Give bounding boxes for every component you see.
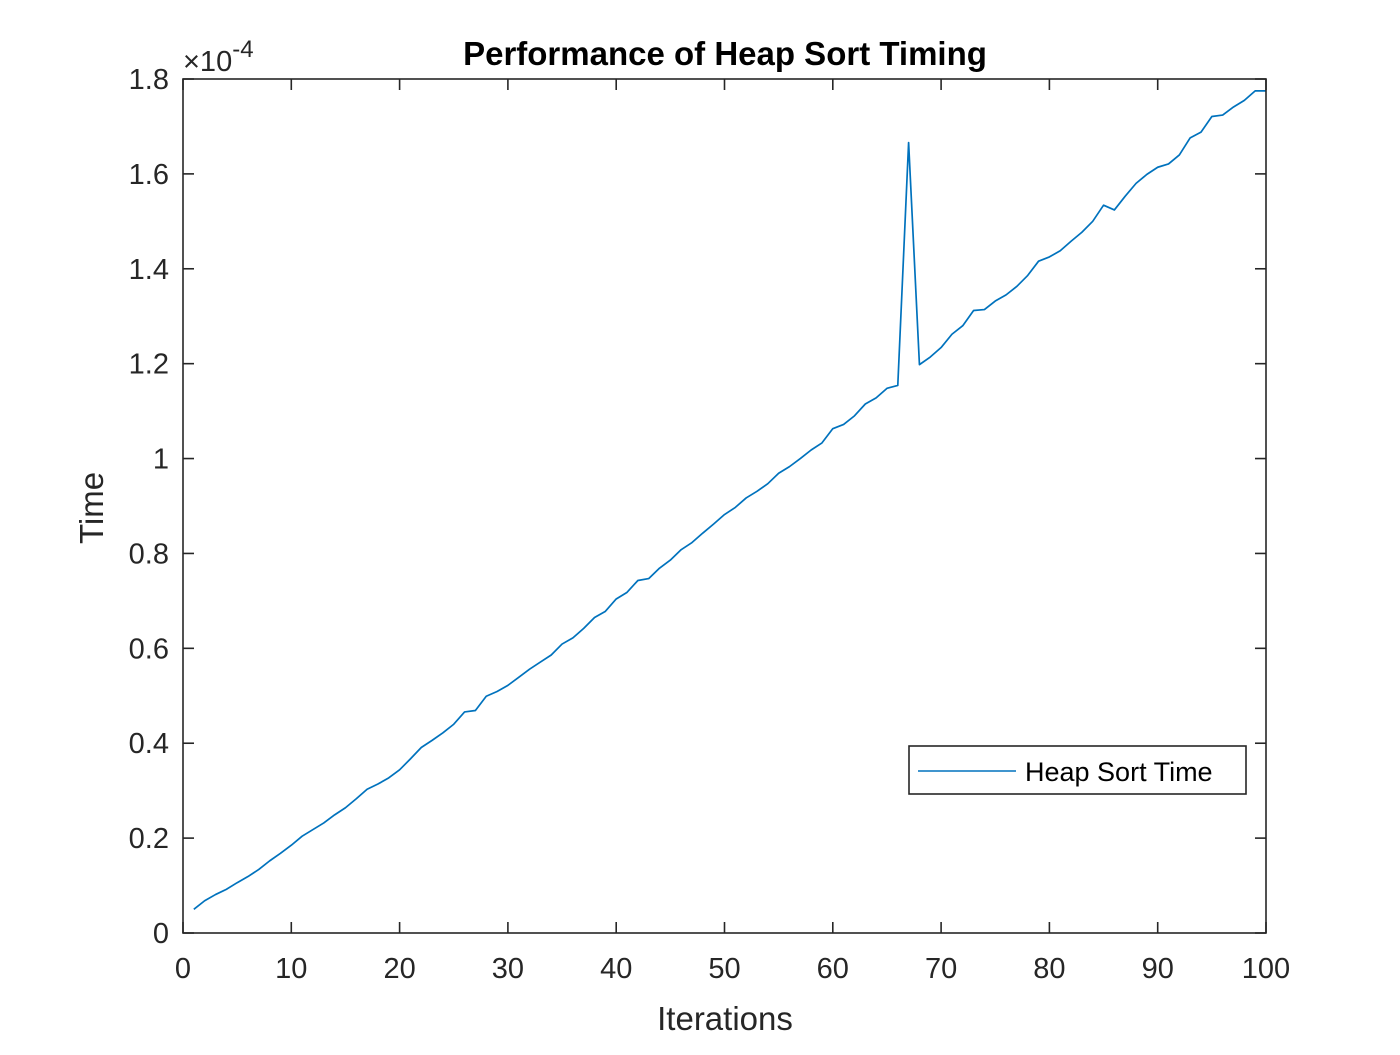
x-tick-label: 50 bbox=[708, 953, 740, 985]
series-line-heap-sort-time bbox=[193, 90, 1266, 910]
plot-area bbox=[183, 79, 1266, 933]
y-tick-label: 0.2 bbox=[129, 823, 169, 855]
plot-frame bbox=[182, 78, 1267, 934]
y-tick-label: 1.4 bbox=[129, 254, 169, 286]
legend-box bbox=[908, 745, 1247, 795]
y-axis-exponent-base: ×10 bbox=[183, 46, 232, 78]
y-tick-label: 0.6 bbox=[129, 633, 169, 665]
legend: Heap Sort Time bbox=[908, 745, 1247, 795]
y-axis-exponent: ×10-4 bbox=[183, 36, 254, 78]
y-axis-label: Time bbox=[73, 472, 110, 544]
y-tick-label: 0.4 bbox=[129, 728, 169, 760]
x-axis-label: Iterations bbox=[657, 1000, 793, 1037]
legend-label-heap-sort-time: Heap Sort Time bbox=[1025, 757, 1213, 787]
x-tick-label: 20 bbox=[383, 953, 415, 985]
y-axis-exponent-power: -4 bbox=[232, 36, 253, 63]
y-tick-label: 0.8 bbox=[129, 538, 169, 570]
x-tick-label: 40 bbox=[600, 953, 632, 985]
y-tick-labels: 0 0.2 0.4 0.6 0.8 1 1.2 1.4 1.6 1.8 bbox=[129, 64, 169, 950]
x-tick-label: 70 bbox=[925, 953, 957, 985]
x-tick-label: 80 bbox=[1033, 953, 1065, 985]
x-tick-label: 10 bbox=[275, 953, 307, 985]
y-tick-label: 1.2 bbox=[129, 349, 169, 381]
x-tick-label: 30 bbox=[492, 953, 524, 985]
x-tick-label: 90 bbox=[1142, 953, 1174, 985]
y-tick-label: 1 bbox=[153, 444, 169, 476]
chart-title: Performance of Heap Sort Timing bbox=[463, 35, 987, 72]
y-tick-label: 1.6 bbox=[129, 159, 169, 191]
y-tick-label: 1.8 bbox=[129, 64, 169, 96]
y-tick-label: 0 bbox=[153, 918, 169, 950]
series-layer bbox=[193, 90, 1266, 910]
x-tick-label: 60 bbox=[817, 953, 849, 985]
x-tick-labels: 0 10 20 30 40 50 60 70 80 90 100 bbox=[175, 953, 1290, 985]
x-tick-label: 100 bbox=[1242, 953, 1290, 985]
x-tick-label: 0 bbox=[175, 953, 191, 985]
